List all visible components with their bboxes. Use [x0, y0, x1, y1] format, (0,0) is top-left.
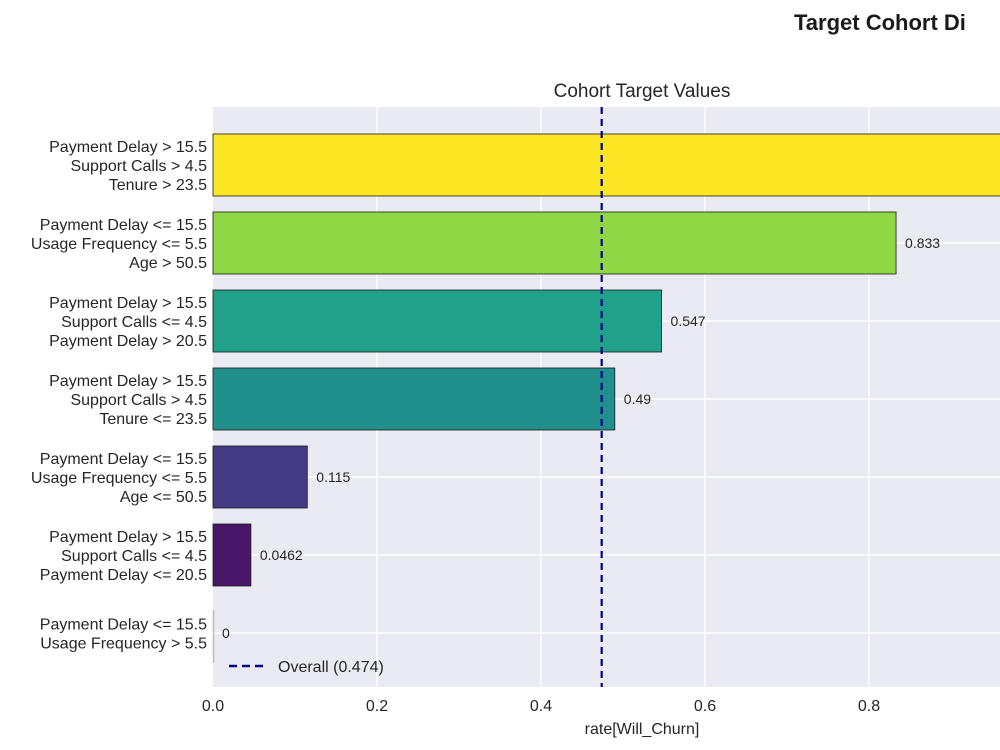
y-tick-label: Payment Delay > 15.5	[49, 529, 207, 546]
y-tick-label: Payment Delay > 15.5	[49, 373, 207, 390]
bar-value-label: 0.833	[905, 235, 940, 251]
x-tick-label: 0.2	[366, 698, 388, 715]
x-axis-label: rate[Will_Churn]	[585, 721, 700, 738]
y-tick-label: Support Calls <= 4.5	[61, 548, 207, 565]
y-tick-label: Payment Delay > 15.5	[49, 139, 207, 156]
y-tick-label: Usage Frequency <= 5.5	[31, 470, 207, 487]
y-tick-label: Payment Delay <= 15.5	[40, 617, 207, 634]
y-tick-label: Payment Delay <= 15.5	[40, 217, 207, 234]
y-tick-label: Tenure > 23.5	[109, 177, 207, 194]
bar	[212, 133, 1000, 197]
bars	[212, 133, 1000, 663]
y-tick-label: Usage Frequency <= 5.5	[31, 236, 207, 253]
y-tick-label: Support Calls <= 4.5	[61, 314, 207, 331]
x-tick-labels: 0.0 0.2 0.4 0.6 0.8	[202, 698, 880, 715]
bar	[212, 523, 252, 587]
x-tick-label: 0.4	[530, 698, 552, 715]
bar	[212, 211, 897, 275]
bar	[212, 289, 662, 353]
y-tick-label: Tenure <= 23.5	[99, 411, 207, 428]
y-tick-label: Payment Delay > 20.5	[49, 333, 207, 350]
x-tick-label: 0.8	[858, 698, 880, 715]
legend: Overall (0.474)	[229, 659, 384, 676]
bar-value-label: 0	[222, 625, 230, 641]
y-tick-label: Payment Delay <= 20.5	[40, 567, 207, 584]
x-tick-label: 0.6	[694, 698, 716, 715]
y-tick-label: Payment Delay <= 15.5	[40, 451, 207, 468]
bar	[212, 445, 308, 509]
y-tick-label: Usage Frequency > 5.5	[40, 636, 207, 653]
bar-value-label: 0.547	[671, 313, 706, 329]
y-tick-label: Age <= 50.5	[120, 489, 207, 506]
y-tick-label: Support Calls > 4.5	[70, 392, 207, 409]
y-tick-labels: Payment Delay > 15.5 Support Calls > 4.5 T…	[31, 139, 207, 653]
bar-value-label: 0.49	[624, 391, 651, 407]
x-tick-label: 0.0	[202, 698, 224, 715]
value-labels: 0.833 0.547 0.49 0.115 0.0462 0	[222, 235, 940, 641]
y-tick-label: Age > 50.5	[129, 255, 207, 272]
y-tick-label: Payment Delay > 15.5	[49, 295, 207, 312]
figure-title: Target Cohort Di	[794, 10, 966, 35]
bar-value-label: 0.115	[316, 469, 350, 485]
chart-title: Cohort Target Values	[554, 81, 731, 102]
y-tick-label: Support Calls > 4.5	[70, 158, 207, 175]
legend-label: Overall (0.474)	[278, 659, 384, 676]
bar	[212, 367, 616, 431]
bar-value-label: 0.0462	[260, 547, 303, 563]
